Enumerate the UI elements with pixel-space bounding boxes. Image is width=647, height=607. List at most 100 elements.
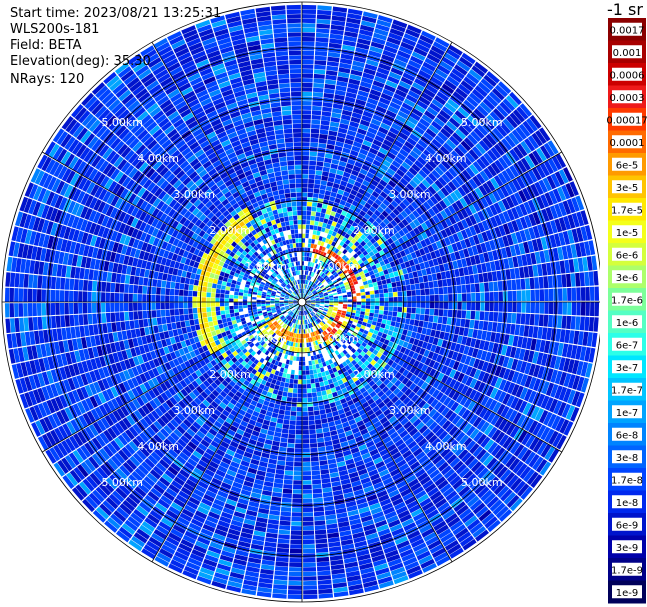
range-gate-cell xyxy=(187,403,196,412)
range-gate-cell xyxy=(305,319,308,324)
range-gate-cell xyxy=(273,482,283,489)
range-gate-cell xyxy=(346,309,352,313)
range-gate-cell xyxy=(316,391,322,397)
range-gate-cell xyxy=(552,342,560,356)
range-gate-cell xyxy=(305,365,310,371)
range-gate-cell xyxy=(143,476,156,487)
range-gate-cell xyxy=(127,390,136,401)
range-gate-cell xyxy=(415,43,430,53)
range-gate-cell xyxy=(422,275,429,283)
range-gate-cell xyxy=(305,233,309,239)
range-gate-cell xyxy=(268,329,273,335)
range-gate-cell xyxy=(328,172,336,179)
range-gate-cell xyxy=(365,460,375,468)
range-gate-cell xyxy=(528,265,534,278)
range-gate-cell xyxy=(439,331,445,340)
range-gate-cell xyxy=(511,371,520,383)
range-gate-cell xyxy=(343,552,357,560)
range-gate-cell xyxy=(302,521,314,526)
range-gate-cell xyxy=(303,265,306,271)
range-gate-cell xyxy=(100,464,112,477)
range-gate-cell xyxy=(62,423,73,437)
range-gate-cell xyxy=(336,313,341,317)
range-gate-cell xyxy=(305,266,308,271)
range-gate-cell xyxy=(336,169,344,176)
range-gate-cell xyxy=(410,482,422,492)
range-gate-cell xyxy=(102,390,111,402)
range-gate-cell xyxy=(465,284,471,293)
range-gate-cell xyxy=(315,304,320,306)
range-gate-cell xyxy=(368,469,379,477)
range-gate-cell xyxy=(305,329,307,334)
range-gate-cell xyxy=(544,192,554,206)
range-gate-cell xyxy=(305,324,308,329)
range-gate-cell xyxy=(594,286,600,301)
range-gate-cell xyxy=(136,396,145,407)
range-gate-cell xyxy=(325,360,330,366)
range-gate-cell xyxy=(320,357,325,363)
range-gate-cell xyxy=(312,105,322,111)
range-gate-cell xyxy=(311,299,316,301)
range-gate-cell xyxy=(425,176,434,186)
range-gate-cell xyxy=(202,423,211,432)
range-gate-cell xyxy=(331,246,337,252)
range-gate-cell xyxy=(405,170,415,180)
range-gate-cell xyxy=(311,470,321,476)
range-gate-cell xyxy=(456,352,463,362)
range-gate-cell xyxy=(273,314,279,318)
range-gate-cell xyxy=(389,101,401,110)
range-gate-cell xyxy=(576,302,581,316)
range-gate-cell xyxy=(585,302,590,316)
range-gate-cell xyxy=(375,71,388,80)
range-gate-cell xyxy=(303,306,306,311)
range-gate-cell xyxy=(343,299,348,302)
range-gate-cell xyxy=(334,300,339,302)
range-gate-cell xyxy=(539,162,550,177)
range-gate-cell xyxy=(390,321,396,327)
range-gate-cell xyxy=(269,363,275,369)
range-gate-cell xyxy=(302,516,314,522)
range-gate-cell xyxy=(403,273,409,280)
range-gate-cell xyxy=(528,227,536,240)
range-gate-cell xyxy=(322,106,332,112)
range-gate-cell xyxy=(388,180,397,188)
range-gate-cell xyxy=(331,241,336,247)
range-gate-cell xyxy=(358,253,365,259)
range-gate-cell xyxy=(306,379,311,384)
range-gate-cell xyxy=(494,447,506,460)
range-gate-cell xyxy=(277,460,286,466)
range-gate-cell xyxy=(484,439,495,451)
range-gate-cell xyxy=(479,311,485,321)
range-gate-cell xyxy=(365,344,371,350)
range-gate-cell xyxy=(320,386,326,392)
range-gate-cell xyxy=(213,453,224,461)
range-gate-cell xyxy=(275,380,281,386)
range-gate-cell xyxy=(363,268,369,274)
range-gate-cell xyxy=(498,391,507,403)
range-gate-cell xyxy=(408,324,414,332)
range-gate-cell xyxy=(502,98,516,112)
range-gate-cell xyxy=(311,383,316,389)
range-gate-cell xyxy=(198,375,206,383)
range-gate-cell xyxy=(405,474,417,484)
range-gate-cell xyxy=(485,385,494,397)
range-gate-cell xyxy=(388,392,396,400)
range-gate-cell xyxy=(418,182,428,192)
range-gate-cell xyxy=(326,205,333,211)
range-gate-cell xyxy=(219,401,227,410)
range-gate-cell xyxy=(461,183,471,195)
range-gate-cell xyxy=(524,388,533,402)
range-gate-cell xyxy=(143,544,158,556)
range-gate-cell xyxy=(347,509,359,517)
range-gate-cell xyxy=(520,374,528,387)
range-gate-cell xyxy=(498,225,506,237)
range-gate-cell xyxy=(233,384,241,391)
range-gate-cell xyxy=(573,258,580,273)
range-gate-cell xyxy=(517,430,528,443)
range-gate-cell xyxy=(503,491,516,505)
range-gate-cell xyxy=(375,335,382,341)
range-gate-cell xyxy=(378,382,386,390)
range-gate-cell xyxy=(343,371,350,377)
range-gate-cell xyxy=(344,233,350,239)
range-gate-cell xyxy=(414,319,420,327)
